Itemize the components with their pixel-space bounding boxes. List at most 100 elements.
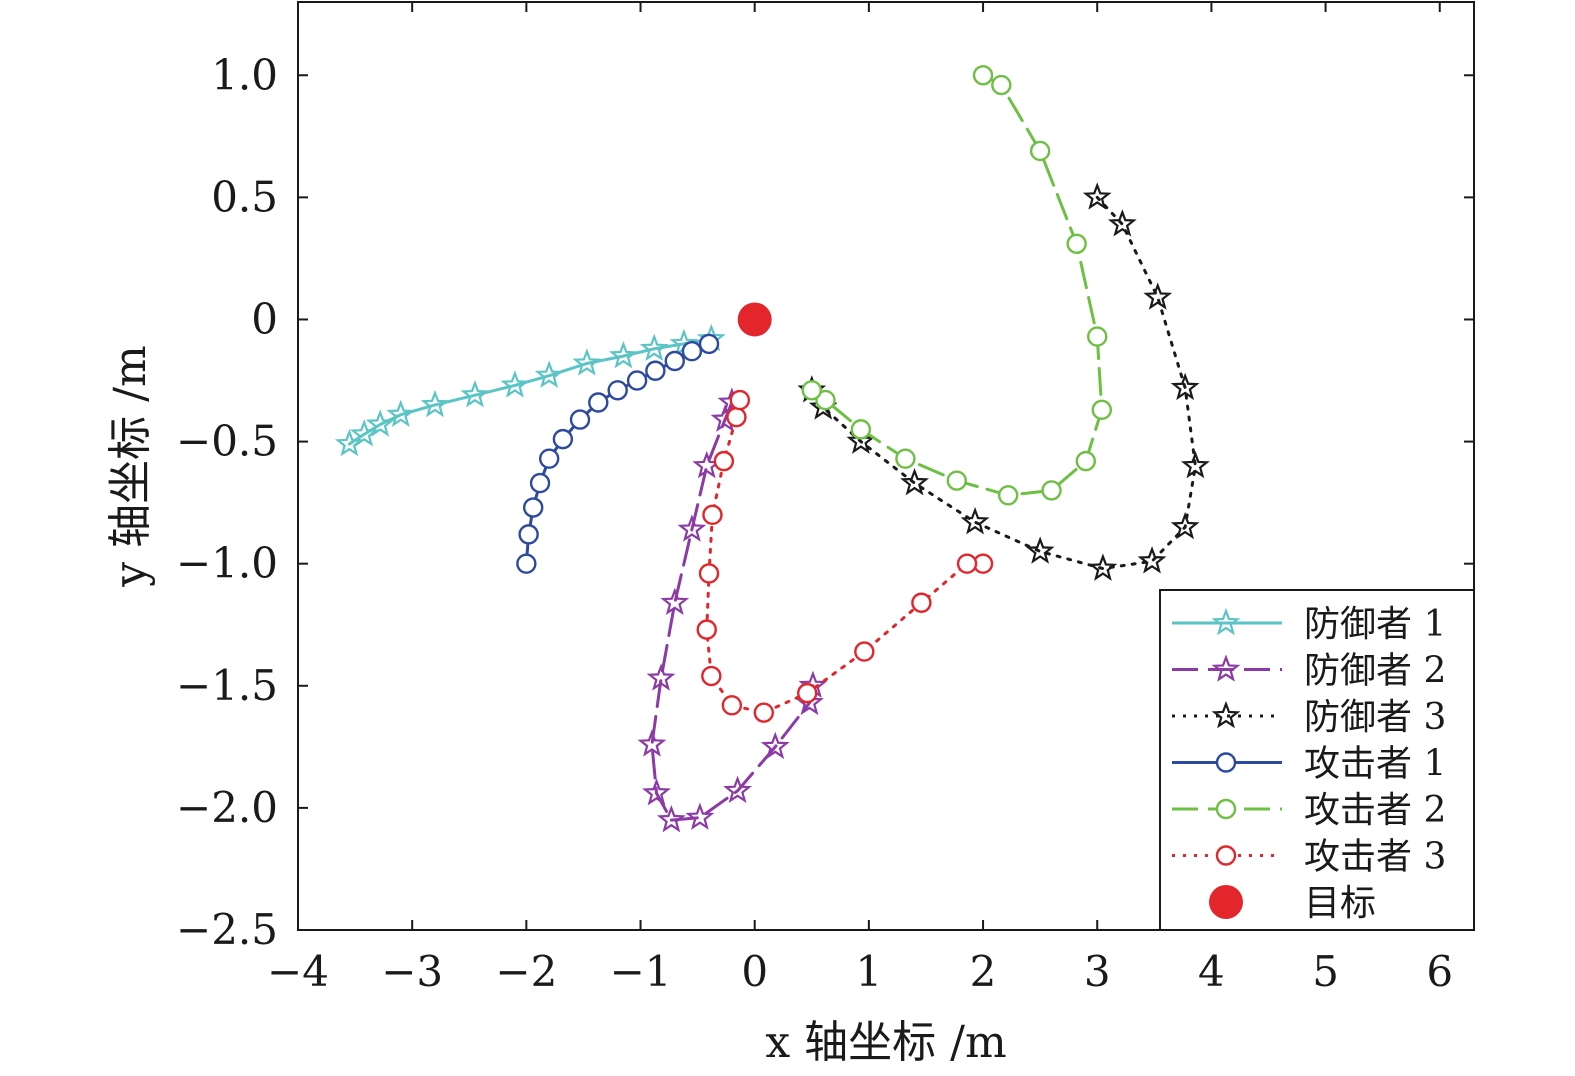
data-point [900, 467, 929, 496]
data-point [677, 514, 707, 542]
y-tick-label: 0 [251, 294, 278, 343]
data-point [854, 641, 875, 662]
series-line [705, 398, 985, 715]
legend: 防御者 1 防御者 2 防御者 3 攻击者 1 攻击者 2 攻击者 3 目标 [1159, 589, 1475, 931]
data-point [609, 340, 638, 369]
y-tick-label: 1.0 [211, 50, 278, 99]
data-point [895, 448, 916, 469]
data-point [349, 419, 379, 447]
data-point [1087, 326, 1108, 347]
x-axis: −4 −3 −2 −1 0 1 2 3 4 5 6 [267, 2, 1453, 996]
data-point [702, 504, 723, 526]
data-point [726, 406, 747, 428]
y-tick-label: −0.5 [176, 417, 278, 466]
series-layer [334, 65, 1210, 833]
data-point [956, 553, 978, 574]
data-point [529, 472, 551, 494]
data-point [723, 775, 752, 804]
data-point [713, 450, 735, 472]
legend-entry: 攻击者 3 [1172, 837, 1446, 878]
series-7 [737, 302, 772, 337]
data-point [569, 409, 591, 430]
data-point [681, 341, 703, 362]
legend-label: 攻击者 1 [1304, 744, 1446, 785]
legend-entry: 攻击者 2 [1172, 790, 1446, 831]
data-point [850, 419, 872, 440]
x-tick-label: 2 [970, 947, 997, 996]
data-point [642, 778, 671, 806]
data-point [646, 663, 676, 691]
y-axis-title: y 轴坐标 /m [105, 345, 156, 587]
data-point [518, 524, 539, 545]
series-4 [516, 333, 720, 574]
x-tick-label: 5 [1312, 947, 1339, 996]
data-point [534, 360, 564, 388]
data-point [1137, 546, 1167, 574]
data-point [1091, 399, 1112, 421]
legend-entry: 攻击者 1 [1172, 744, 1446, 785]
data-point [1170, 372, 1200, 401]
y-tick-label: −1.5 [176, 661, 278, 710]
data-point [588, 392, 609, 413]
legend-entry: 防御者 1 [1172, 604, 1446, 645]
series-2 [637, 387, 828, 833]
data-point [737, 302, 772, 337]
series-6 [696, 389, 994, 723]
data-point [721, 695, 743, 716]
data-point [660, 587, 690, 616]
x-tick-label: 3 [1084, 947, 1111, 996]
data-point [991, 74, 1012, 96]
data-point [645, 360, 666, 381]
legend-marker [1209, 885, 1243, 919]
data-point [846, 426, 876, 454]
data-point [729, 389, 751, 411]
data-point [797, 682, 818, 704]
legend-label: 防御者 3 [1304, 697, 1446, 738]
data-point [538, 448, 560, 469]
legend-label: 防御者 2 [1304, 651, 1446, 692]
data-point [516, 553, 537, 574]
data-point [460, 380, 490, 408]
x-tick-label: 6 [1426, 947, 1453, 996]
legend-marker [1215, 798, 1237, 820]
legend-marker [1215, 752, 1237, 773]
data-point [639, 333, 669, 362]
legend-label: 攻击者 2 [1304, 790, 1446, 831]
x-tick-label: −4 [267, 947, 329, 996]
data-point [1025, 536, 1055, 564]
data-point [946, 470, 967, 491]
data-point [552, 428, 574, 450]
data-point [664, 350, 685, 372]
y-tick-label: −2.5 [176, 905, 278, 954]
x-tick-label: −3 [381, 947, 443, 996]
legend-entry: 防御者 3 [1172, 697, 1446, 738]
legend-entry: 目标 [1209, 883, 1376, 924]
series-line [347, 337, 713, 446]
y-tick-label: −1.0 [176, 539, 278, 588]
data-point [523, 497, 544, 518]
data-point [815, 389, 836, 411]
data-point [701, 665, 722, 687]
data-point [1088, 553, 1118, 581]
legend-label: 目标 [1304, 883, 1376, 924]
data-point [1066, 233, 1087, 254]
legend-marker [1211, 607, 1241, 636]
data-point [1170, 511, 1200, 540]
data-point [698, 563, 720, 584]
x-tick-label: −2 [495, 947, 557, 996]
series-5 [801, 65, 1112, 506]
data-point [626, 370, 648, 391]
data-point [685, 802, 715, 830]
legend-marker [1211, 654, 1241, 682]
data-point [607, 380, 628, 401]
data-point [753, 702, 775, 723]
y-tick-label: 0.5 [211, 172, 278, 221]
data-point [1107, 209, 1137, 237]
legend-entry: 防御者 2 [1172, 651, 1446, 692]
y-tick-label: −2.0 [176, 783, 278, 832]
x-tick-label: 4 [1198, 947, 1225, 996]
data-point [1075, 450, 1097, 472]
data-point [500, 370, 530, 398]
legend-marker [1211, 700, 1241, 729]
